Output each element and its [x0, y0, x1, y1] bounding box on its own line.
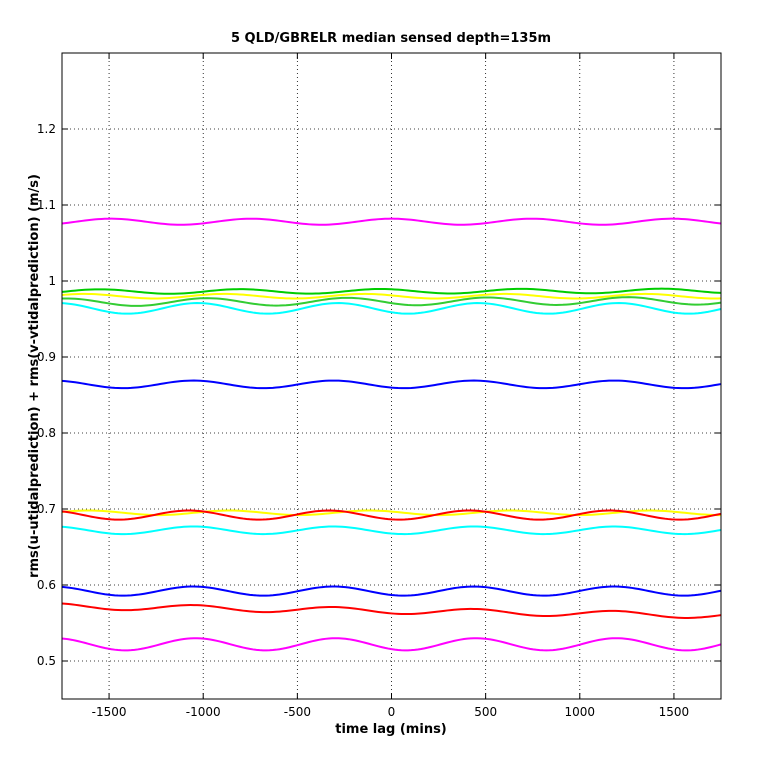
plot-area	[62, 53, 721, 699]
y-tick-label: 0.8	[37, 426, 56, 440]
x-tick-labels: -1500 -1000 -500 0 500 1000 1500	[92, 705, 690, 719]
x-tick-label: 1500	[659, 705, 690, 719]
y-tick-labels: 0.5 0.6 0.7 0.8 0.9 1 1.1 1.2	[37, 122, 56, 668]
y-tick-label: 0.6	[37, 578, 56, 592]
chart-title: 5 QLD/GBRELR median sensed depth=135m	[231, 31, 551, 46]
series-line-5	[61, 302, 722, 315]
series-line-7	[61, 509, 722, 517]
series-line-8	[61, 509, 722, 521]
y-tick-label: 1	[48, 274, 56, 288]
series-line-10	[61, 585, 722, 597]
series-line-9	[61, 525, 722, 536]
series-line-6	[61, 379, 722, 390]
series-line-11	[61, 602, 722, 619]
series-line-2	[61, 287, 722, 295]
y-tick-label: 0.5	[37, 654, 56, 668]
x-tick-label: 0	[388, 705, 396, 719]
x-tick-label: 1000	[565, 705, 596, 719]
x-tick-label: -500	[284, 705, 311, 719]
series-line-1	[61, 217, 722, 226]
tick-marks	[62, 53, 721, 699]
x-tick-label: -1000	[186, 705, 221, 719]
y-axis-label: rms(u-utidalprediction) + rms(v-vtidalpr…	[27, 174, 42, 578]
y-tick-label: 1.2	[37, 122, 56, 136]
series-line-4	[61, 296, 722, 307]
series-layer	[61, 217, 722, 652]
y-tick-label: 0.9	[37, 350, 56, 364]
y-tick-label: 0.7	[37, 502, 56, 516]
x-tick-label: 500	[474, 705, 497, 719]
y-tick-label: 1.1	[37, 198, 56, 212]
series-line-12	[61, 637, 722, 652]
x-axis-label: time lag (mins)	[335, 722, 447, 737]
x-tick-label: -1500	[92, 705, 127, 719]
series-line-3	[61, 292, 722, 300]
